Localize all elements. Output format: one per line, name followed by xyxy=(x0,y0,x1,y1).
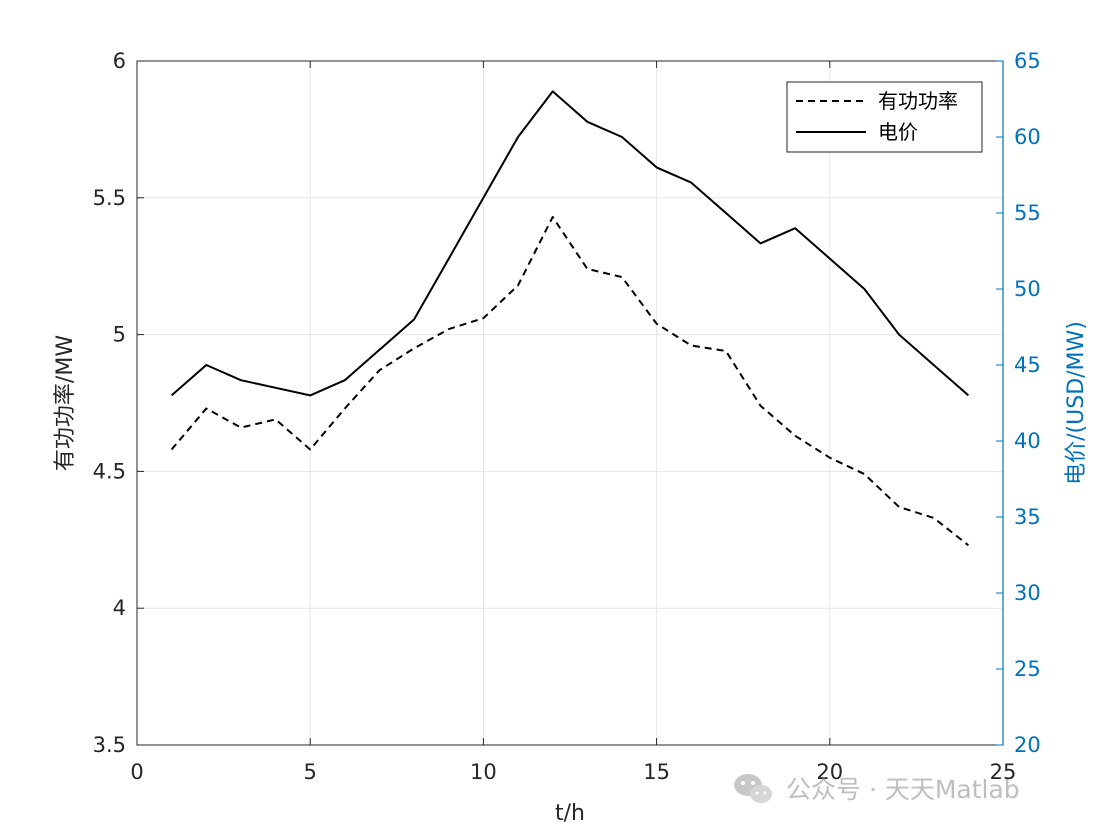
plot-area-frame xyxy=(136,60,1004,746)
y-left-tick-label: 4.5 xyxy=(93,459,126,483)
y-left-tick-label: 4 xyxy=(113,596,126,620)
watermark-text: 公众号 · 天天Matlab xyxy=(786,775,1020,804)
series-line-price xyxy=(170,90,970,397)
y-right-tick-label: 20 xyxy=(1014,733,1041,757)
x-tick-label: 25 xyxy=(990,760,1017,784)
y-right-tick-label: 60 xyxy=(1014,125,1041,149)
legend: 有功功率 电价 xyxy=(786,81,983,153)
y-right-tick-label: 25 xyxy=(1014,657,1041,681)
grid xyxy=(136,60,1004,746)
legend-label-active-power: 有功功率 xyxy=(878,89,958,113)
series-layer xyxy=(170,90,970,547)
x-tick-label: 20 xyxy=(816,760,843,784)
legend-label-price: 电价 xyxy=(878,120,918,144)
y-right-tick-label: 50 xyxy=(1014,277,1041,301)
x-axis-label: t/h xyxy=(555,801,585,826)
x-tick-label: 10 xyxy=(470,760,497,784)
y-right-tick-label: 45 xyxy=(1014,353,1041,377)
y-right-tick-label: 55 xyxy=(1014,201,1041,225)
y-left-tick-label: 6 xyxy=(113,49,126,73)
x-axis: 0 5 10 15 20 25 xyxy=(130,61,1016,784)
x-tick-label: 15 xyxy=(643,760,670,784)
y-axis-right: 20 25 30 35 40 45 50 55 60 65 xyxy=(996,49,1041,757)
y-left-tick-label: 5.5 xyxy=(93,186,126,210)
y-left-tick-label: 3.5 xyxy=(93,733,126,757)
y-right-tick-label: 65 xyxy=(1014,49,1041,73)
wechat-icon xyxy=(734,774,772,803)
x-tick-label: 5 xyxy=(304,760,317,784)
y-right-tick-label: 30 xyxy=(1014,581,1041,605)
y-axis-left-label: 有功功率/MW xyxy=(53,335,78,471)
y-axis-right-label: 电价/(USD/MW) xyxy=(1064,321,1089,485)
y-left-tick-label: 5 xyxy=(113,323,126,347)
y-right-tick-label: 35 xyxy=(1014,505,1041,529)
series-line-active-power xyxy=(170,216,970,547)
y-axis-left: 3.5 4 4.5 5 5.5 6 xyxy=(93,49,144,757)
legend-box xyxy=(786,81,983,153)
y-right-tick-label: 40 xyxy=(1014,429,1041,453)
watermark: 公众号 · 天天Matlab xyxy=(734,774,1020,804)
x-tick-label: 0 xyxy=(130,760,143,784)
